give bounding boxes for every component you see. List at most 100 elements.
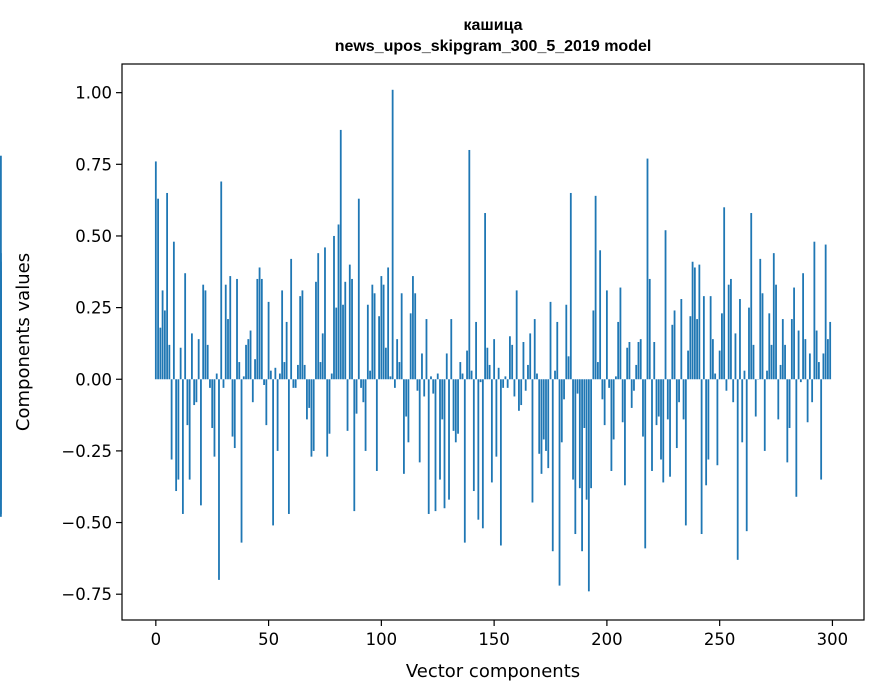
bar-74 — [321, 333, 324, 380]
bar-201 — [608, 379, 611, 388]
bar-undefined — [0, 379, 2, 514]
bar-184 — [569, 192, 572, 380]
bar-104 — [389, 376, 392, 380]
bar-73 — [319, 362, 322, 380]
bar-127 — [441, 379, 444, 420]
bar-111 — [405, 379, 408, 417]
bar-171 — [540, 379, 543, 474]
bar-79 — [333, 235, 335, 380]
bar-261 — [743, 370, 746, 380]
bar-255 — [730, 278, 732, 380]
bar-140 — [470, 370, 473, 380]
bar-81 — [337, 224, 340, 380]
bar-189 — [581, 379, 583, 552]
bar-63 — [297, 364, 299, 380]
bar-278 — [781, 319, 784, 380]
bar-82 — [339, 129, 342, 380]
bar-265 — [752, 344, 755, 380]
bar-6 — [168, 344, 171, 380]
bar-287 — [802, 273, 804, 380]
bar-155 — [504, 376, 507, 380]
bar-284 — [795, 379, 798, 497]
bar-22 — [204, 290, 207, 380]
bar-130 — [448, 379, 450, 500]
bar-178 — [556, 321, 559, 380]
y-tick-label: 1.00 — [75, 84, 112, 103]
bar-101 — [382, 284, 385, 380]
bar-256 — [732, 379, 735, 403]
bar-131 — [450, 319, 453, 380]
bar-133 — [454, 379, 457, 443]
bar-31 — [224, 284, 227, 380]
bar-56 — [281, 290, 284, 380]
bar-179 — [558, 379, 561, 586]
bar-218 — [646, 158, 649, 380]
bar-297 — [824, 244, 827, 380]
bar-41 — [247, 339, 250, 380]
bar-102 — [384, 347, 387, 380]
bar-274 — [772, 253, 775, 380]
bar-99 — [378, 316, 380, 380]
y-tick-label: −0.50 — [61, 514, 112, 533]
bar-68 — [308, 379, 311, 408]
bar-4 — [163, 310, 166, 380]
bar-163 — [522, 342, 525, 380]
bar-245 — [707, 379, 710, 460]
bar-289 — [806, 379, 809, 423]
bar-202 — [610, 379, 613, 471]
bar-33 — [229, 276, 232, 380]
bar-251 — [721, 313, 723, 380]
bar-97 — [373, 293, 376, 380]
bar-214 — [637, 342, 640, 380]
bar-69 — [310, 379, 313, 457]
bar-277 — [779, 364, 782, 380]
bar-195 — [594, 195, 597, 380]
bar-246 — [709, 296, 712, 380]
bar-7 — [170, 379, 173, 460]
y-tick-label: 0.25 — [75, 299, 112, 318]
bar-203 — [612, 379, 615, 440]
bar-198 — [601, 379, 604, 400]
bar-192 — [587, 379, 590, 592]
bar-120 — [425, 319, 428, 380]
bar-144 — [479, 379, 482, 383]
bar-161 — [518, 379, 520, 411]
bar-165 — [527, 364, 529, 380]
bar-3 — [161, 290, 164, 380]
bar-292 — [813, 241, 816, 380]
bar-159 — [513, 379, 516, 397]
bar-92 — [362, 379, 365, 403]
bars-group — [0, 89, 832, 592]
bar-142 — [475, 321, 477, 380]
bar-262 — [745, 379, 748, 532]
bar-59 — [287, 379, 290, 514]
bar-187 — [576, 379, 579, 394]
bar-58 — [285, 321, 288, 380]
bar-273 — [770, 344, 773, 380]
bar-54 — [276, 379, 279, 451]
bar-145 — [481, 379, 484, 529]
bar-240 — [696, 319, 698, 380]
bar-264 — [750, 213, 753, 380]
bar-174 — [547, 379, 550, 469]
bar-232 — [678, 379, 680, 403]
bar-57 — [283, 362, 286, 380]
y-tick-label: −0.75 — [61, 585, 112, 604]
bar-280 — [786, 379, 789, 463]
bar-80 — [335, 307, 338, 380]
bar-20 — [200, 379, 202, 506]
bar-103 — [387, 267, 390, 380]
bar-5 — [166, 192, 168, 380]
bar-98 — [375, 379, 378, 471]
bar-164 — [524, 379, 527, 391]
bar-205 — [617, 321, 620, 380]
bar-183 — [567, 356, 570, 380]
bar-9 — [175, 379, 178, 492]
bar-173 — [545, 379, 547, 451]
bar-138 — [466, 350, 468, 380]
bar-296 — [822, 353, 825, 380]
bar-253 — [725, 379, 728, 391]
bar-61 — [292, 379, 295, 388]
bar-35 — [233, 379, 236, 449]
bar-293 — [815, 330, 818, 380]
